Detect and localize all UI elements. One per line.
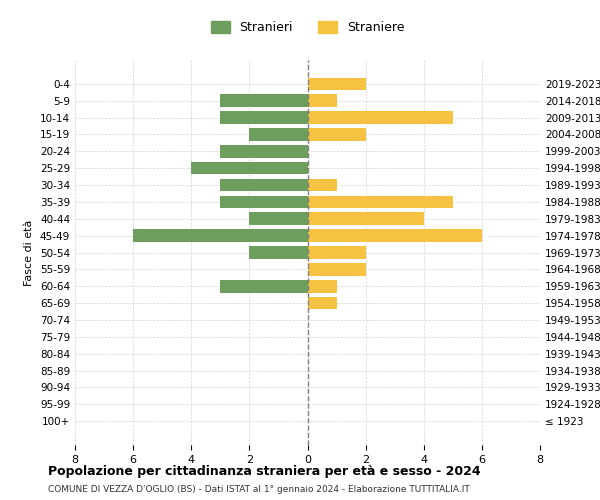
- Bar: [220, 111, 308, 124]
- Bar: [308, 94, 337, 107]
- Bar: [191, 162, 308, 174]
- Legend: Stranieri, Straniere: Stranieri, Straniere: [206, 16, 409, 39]
- Bar: [308, 78, 365, 90]
- Bar: [308, 230, 482, 242]
- Bar: [250, 212, 308, 225]
- Text: COMUNE DI VEZZA D'OGLIO (BS) - Dati ISTAT al 1° gennaio 2024 - Elaborazione TUTT: COMUNE DI VEZZA D'OGLIO (BS) - Dati ISTA…: [48, 485, 470, 494]
- Bar: [308, 178, 337, 192]
- Bar: [250, 246, 308, 259]
- Bar: [308, 263, 365, 276]
- Bar: [308, 212, 424, 225]
- Bar: [308, 128, 365, 141]
- Bar: [308, 196, 453, 208]
- Text: Popolazione per cittadinanza straniera per età e sesso - 2024: Popolazione per cittadinanza straniera p…: [48, 465, 481, 478]
- Bar: [220, 94, 308, 107]
- Bar: [250, 128, 308, 141]
- Bar: [220, 280, 308, 292]
- Bar: [308, 280, 337, 292]
- Bar: [308, 246, 365, 259]
- Bar: [133, 230, 308, 242]
- Bar: [220, 196, 308, 208]
- Bar: [220, 145, 308, 158]
- Bar: [308, 297, 337, 310]
- Y-axis label: Fasce di età: Fasce di età: [25, 220, 34, 286]
- Bar: [220, 178, 308, 192]
- Bar: [308, 111, 453, 124]
